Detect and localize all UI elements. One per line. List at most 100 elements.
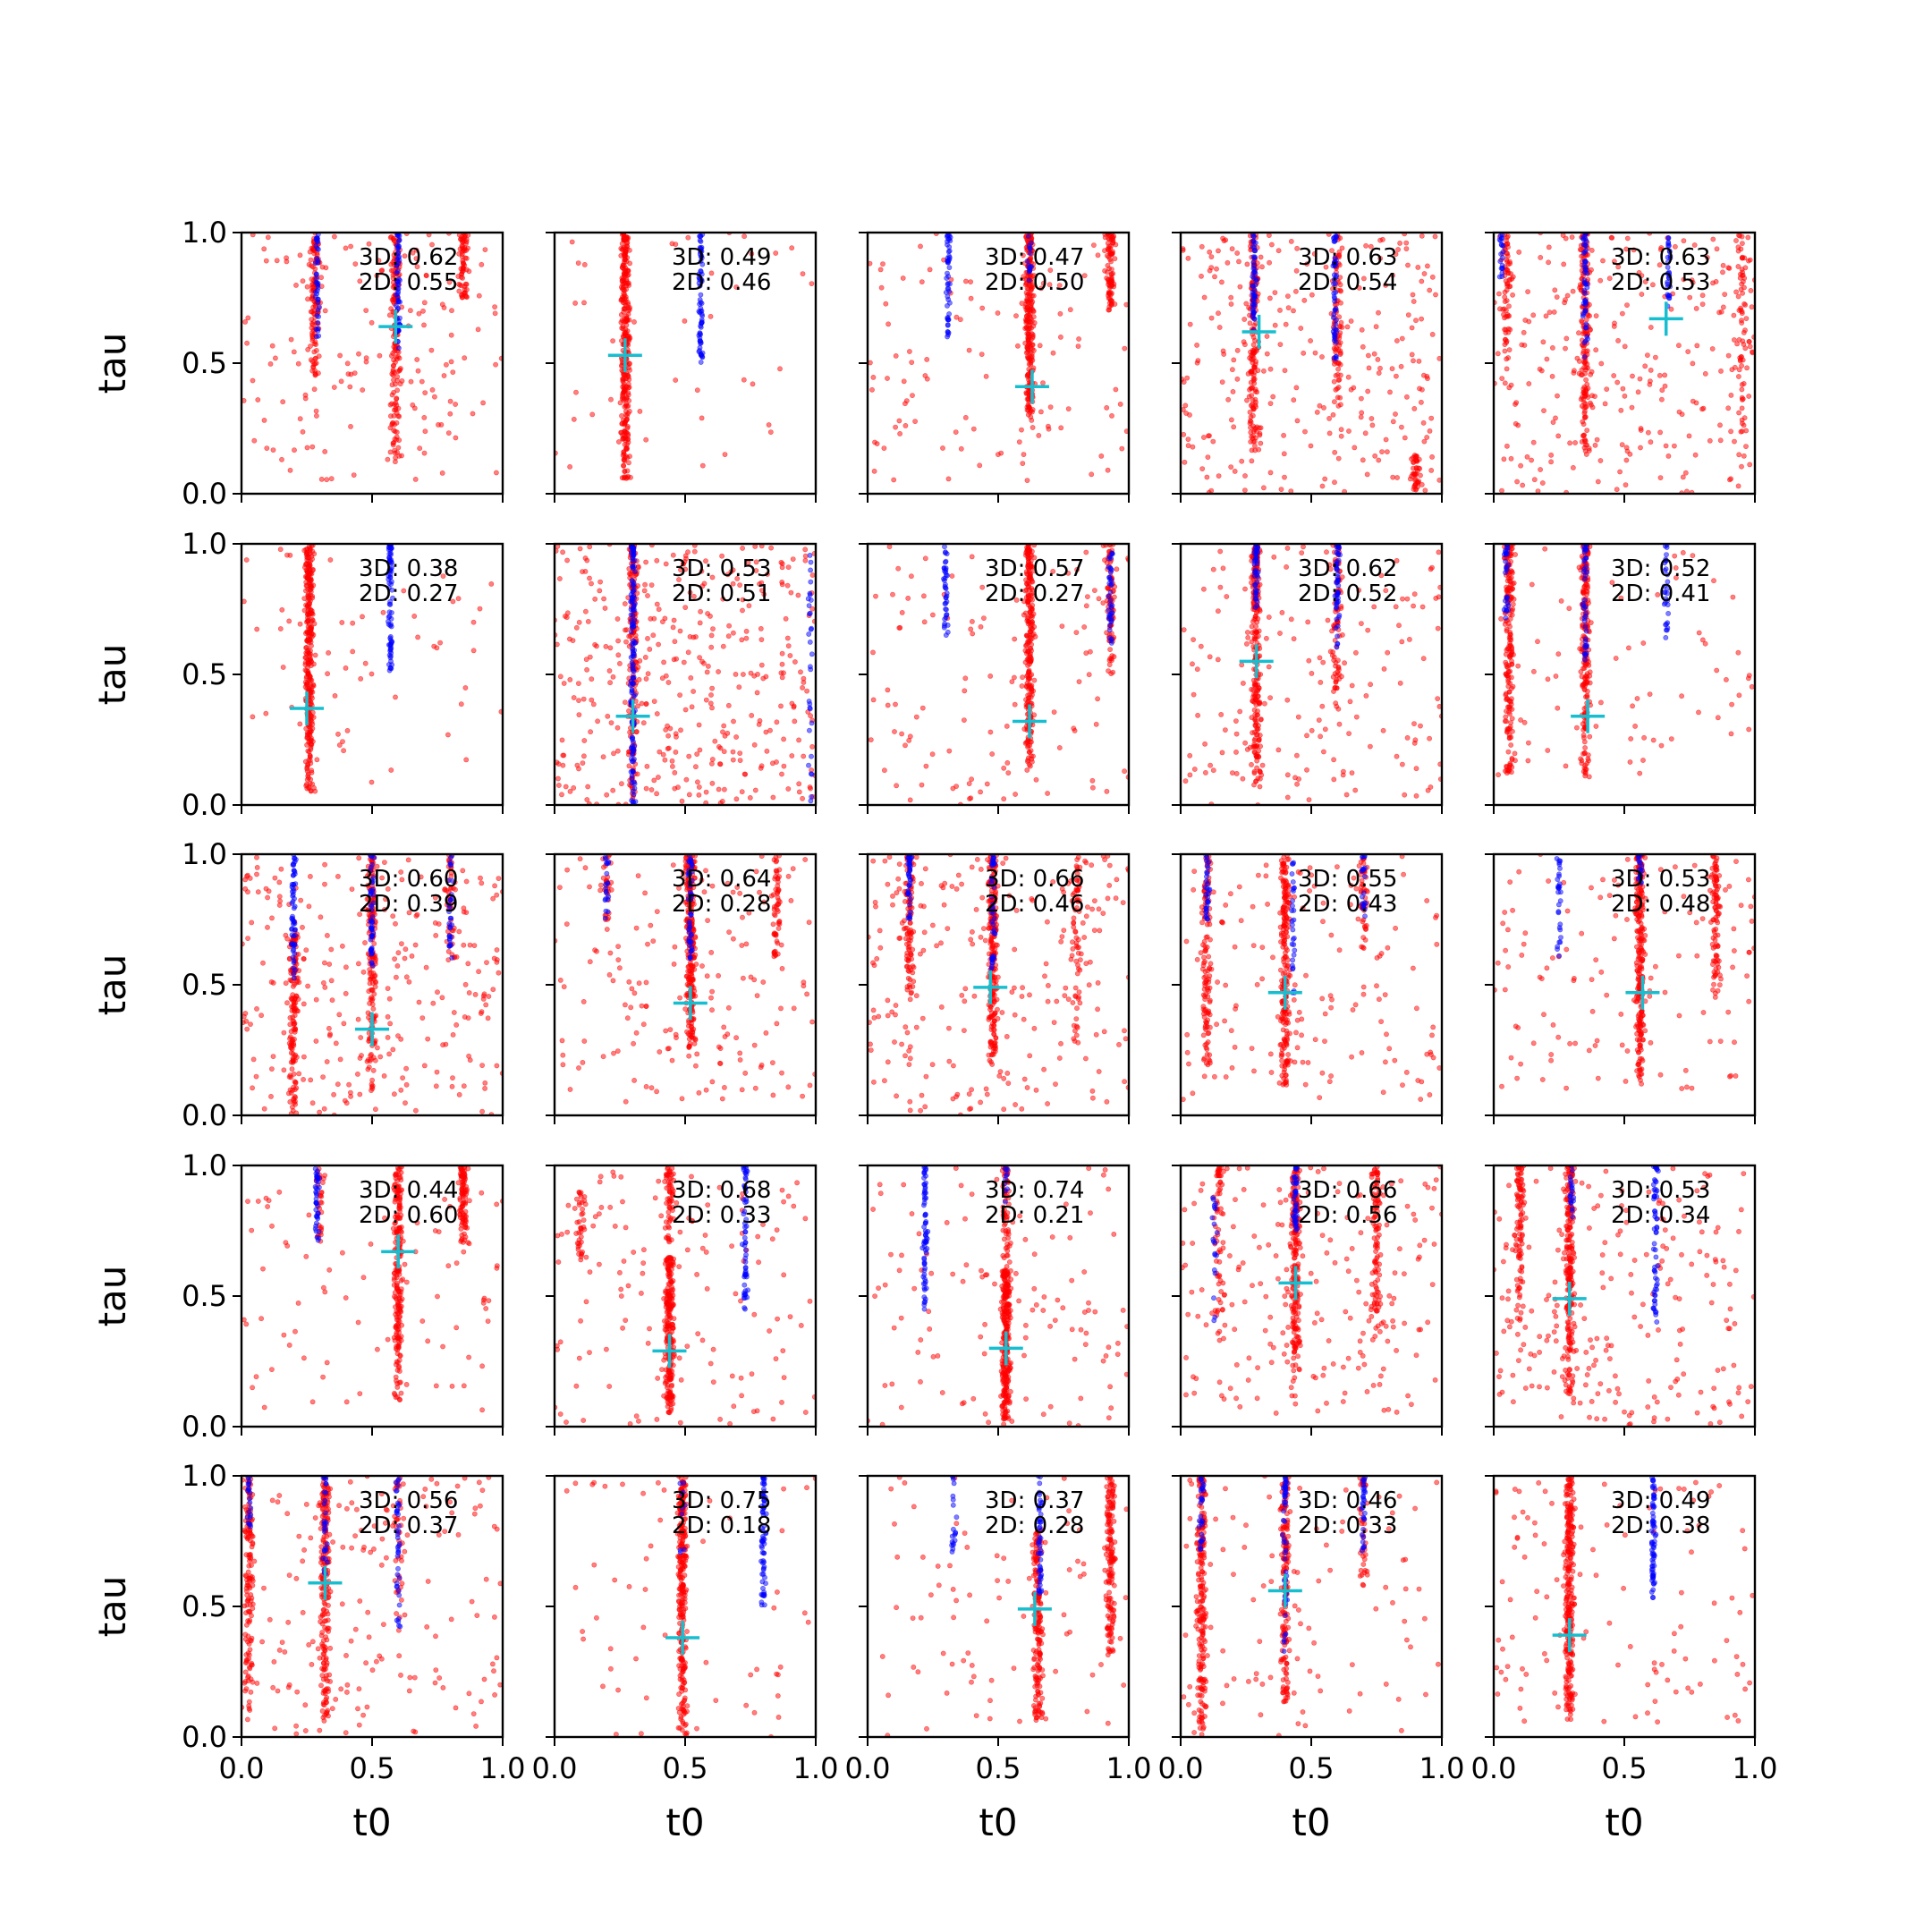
red-point — [1736, 452, 1742, 458]
red-point — [1024, 478, 1030, 483]
red-point — [1436, 704, 1442, 709]
red-point — [770, 794, 776, 801]
red-point — [651, 699, 657, 704]
red-point — [1429, 274, 1436, 280]
red-point — [1229, 246, 1235, 252]
red-point — [588, 729, 593, 735]
red-point — [665, 733, 671, 739]
blue-point — [1582, 308, 1589, 314]
red-point — [1410, 292, 1416, 298]
red-point — [659, 675, 665, 682]
red-point — [1692, 452, 1699, 458]
red-point — [567, 788, 573, 794]
red-point — [1020, 674, 1025, 681]
blue-point — [631, 654, 637, 659]
red-point — [414, 357, 420, 362]
red-point — [308, 547, 313, 552]
red-point — [1285, 293, 1291, 299]
red-point — [624, 468, 631, 474]
blue-point — [388, 557, 394, 563]
red-point — [456, 288, 462, 294]
red-point — [1113, 386, 1119, 393]
red-point — [458, 701, 464, 708]
red-point — [1309, 671, 1315, 676]
red-point — [703, 800, 709, 805]
red-point — [1247, 409, 1253, 415]
red-point — [645, 671, 651, 677]
blue-point — [393, 302, 399, 309]
red-point — [308, 717, 314, 724]
red-point — [756, 722, 762, 727]
blue-point — [1582, 249, 1588, 255]
blue-point — [1666, 292, 1673, 299]
red-point — [970, 426, 977, 432]
red-point — [308, 744, 314, 750]
blue-point — [943, 567, 949, 573]
red-point — [1291, 308, 1296, 314]
red-point — [1258, 672, 1264, 677]
red-point — [1321, 749, 1326, 755]
red-point — [1398, 363, 1404, 369]
red-point — [712, 738, 718, 744]
red-point — [1029, 331, 1035, 336]
red-point — [913, 714, 919, 720]
red-point — [779, 650, 785, 657]
red-point — [387, 234, 394, 241]
red-point — [796, 789, 802, 795]
blue-point — [317, 304, 322, 310]
red-point — [767, 429, 774, 435]
red-point — [1742, 327, 1748, 334]
blue-point — [1333, 321, 1339, 327]
red-point — [1642, 279, 1648, 284]
red-point — [1312, 350, 1318, 356]
red-point — [1025, 390, 1031, 396]
red-point — [1228, 294, 1234, 301]
red-point — [1065, 406, 1072, 411]
red-point — [1212, 274, 1217, 280]
red-point — [287, 467, 293, 473]
red-point — [607, 680, 613, 686]
blue-point — [1665, 264, 1671, 270]
red-point — [304, 742, 309, 748]
red-point — [930, 612, 936, 618]
blue-point — [806, 762, 811, 768]
red-point — [673, 377, 679, 383]
blue-point — [1106, 574, 1113, 580]
blue-point — [632, 601, 638, 606]
red-point — [244, 340, 250, 346]
red-point — [784, 635, 791, 641]
red-point — [1320, 659, 1326, 665]
blue-point — [629, 734, 635, 741]
red-point — [1295, 714, 1301, 720]
red-point — [308, 760, 314, 767]
red-point — [608, 396, 614, 402]
red-point — [1038, 285, 1044, 292]
red-point — [623, 699, 628, 706]
red-point — [428, 347, 435, 353]
red-point — [1505, 270, 1512, 276]
red-point — [1001, 765, 1007, 771]
red-point — [1622, 343, 1628, 350]
red-point — [1583, 377, 1589, 383]
red-point — [1089, 471, 1095, 478]
red-point — [733, 284, 740, 290]
blue-point — [1667, 255, 1674, 261]
red-point — [302, 573, 309, 580]
red-point — [691, 689, 696, 694]
red-point — [581, 300, 587, 306]
red-point — [311, 349, 318, 355]
red-point — [351, 472, 357, 478]
red-point — [1699, 292, 1706, 299]
red-point — [1745, 234, 1751, 241]
red-point — [710, 626, 716, 631]
red-point — [386, 312, 393, 318]
red-point — [1108, 258, 1114, 265]
red-point — [1549, 373, 1555, 379]
red-point — [1266, 664, 1272, 670]
red-point — [1083, 549, 1089, 555]
blue-point — [631, 581, 637, 587]
red-point — [1720, 269, 1725, 275]
blue-point — [945, 328, 951, 335]
red-point — [1021, 252, 1026, 258]
